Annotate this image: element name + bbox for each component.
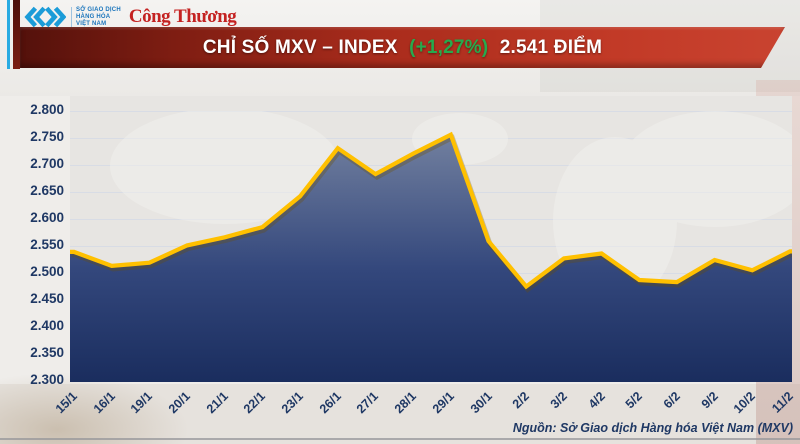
y-tick-label: 2.550 [30,237,64,252]
y-tick-label: 2.700 [30,156,64,171]
y-tick-label: 2.650 [30,183,64,198]
x-tick-label: 26/1 [316,389,344,417]
exchange-name: SỞ GIAO DỊCH HÀNG HÓA VIỆT NAM [71,6,121,28]
mxv-chevrons-icon [24,6,66,28]
left-accent-blue-line [7,0,10,69]
x-tick-label: 19/1 [128,389,156,417]
index-line [70,131,792,290]
y-tick-label: 2.500 [30,264,64,279]
line-shadow [71,134,792,293]
index-series [70,131,792,382]
exchange-name-line3: VIỆT NAM [76,20,107,27]
congthuong-logo: Công Thương [128,6,237,30]
y-tick-label: 2.350 [30,345,64,360]
exchange-name-line2: HÀNG HÓA [76,13,111,20]
area-fill [70,134,792,382]
x-tick-label: 28/1 [391,389,420,417]
masthead: SỞ GIAO DỊCH HÀNG HÓA VIỆT NAM Công Thươ… [24,4,237,30]
x-tick-label: 20/1 [165,389,193,417]
mxv-index-area-chart [70,111,792,382]
x-tick-label: 16/1 [90,389,118,417]
chart-title: CHỈ SỐ MXV – INDEX (+1,27%) 2.541 ĐIỂM [203,37,602,59]
x-tick-label: 27/1 [354,389,382,417]
x-tick-label: 22/1 [241,389,269,417]
y-tick-label: 2.400 [30,318,64,333]
source-attribution: Nguồn: Sở Giao dịch Hàng hóa Việt Nam (M… [512,421,793,435]
bottom-divider [0,438,800,440]
y-tick-label: 2.750 [30,129,64,144]
congthuong-wordmark: Công Thương [128,6,237,27]
title-main: CHỈ SỐ MXV – INDEX [202,36,398,58]
x-tick-label: 30/1 [467,389,495,417]
gridline [70,111,792,112]
y-tick-label: 2.300 [30,372,64,387]
x-tick-label: 23/1 [278,389,306,417]
x-tick-label: 15/1 [52,389,80,417]
title-change-percent: (+1,27%) [409,36,489,58]
left-accent-maroon-bar [13,0,20,69]
title-value: 2.541 ĐIỂM [499,36,603,58]
title-banner: CHỈ SỐ MXV – INDEX (+1,27%) 2.541 ĐIỂM [20,27,785,68]
x-tick-label: 29/1 [429,389,457,417]
y-tick-label: 2.450 [30,291,64,306]
y-tick-label: 2.600 [30,210,64,225]
exchange-name-line1: SỞ GIAO DỊCH [76,6,121,13]
x-tick-label: 21/1 [203,389,231,417]
y-tick-label: 2.800 [30,102,64,117]
